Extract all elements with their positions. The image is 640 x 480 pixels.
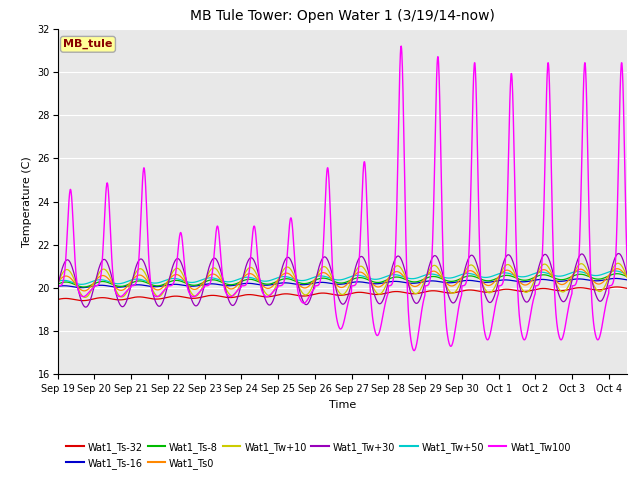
Line: Wat1_Tw+50: Wat1_Tw+50 xyxy=(58,271,627,284)
Wat1_Ts0 xyxy=(316,271,324,277)
Title: MB Tule Tower: Open Water 1 (3/19/14-now): MB Tule Tower: Open Water 1 (3/19/14-now… xyxy=(190,10,495,24)
Wat1_Ts-32 xyxy=(623,286,631,291)
Wat1_Ts0 xyxy=(331,280,339,286)
Wat1_Ts-16 xyxy=(331,281,339,287)
Wat1_Tw+50 xyxy=(502,270,510,276)
Wat1_Ts-8 xyxy=(613,271,621,276)
Wat1_Tw+50 xyxy=(54,278,61,284)
Wat1_Tw100 xyxy=(83,292,90,298)
Wat1_Ts0 xyxy=(54,280,61,286)
Wat1_Ts0 xyxy=(502,267,510,273)
Wat1_Ts-16 xyxy=(612,276,620,281)
Wat1_Ts-32 xyxy=(613,284,621,290)
Wat1_Tw+10 xyxy=(81,295,89,300)
Wat1_Ts-8 xyxy=(331,279,339,285)
Line: Wat1_Tw100: Wat1_Tw100 xyxy=(58,46,627,350)
Wat1_Ts-16 xyxy=(607,276,614,282)
Wat1_Ts-8 xyxy=(54,281,61,287)
Wat1_Tw+10 xyxy=(316,267,324,273)
Line: Wat1_Tw+30: Wat1_Tw+30 xyxy=(58,253,627,307)
Wat1_Tw100 xyxy=(397,43,405,49)
Wat1_Ts-8 xyxy=(607,272,614,278)
Wat1_Ts-8 xyxy=(316,276,324,281)
Line: Wat1_Tw+10: Wat1_Tw+10 xyxy=(58,263,627,298)
Wat1_Ts-32 xyxy=(54,297,61,302)
Wat1_Tw+10 xyxy=(607,270,614,276)
Line: Wat1_Ts0: Wat1_Ts0 xyxy=(58,269,627,291)
Wat1_Ts-16 xyxy=(83,284,91,290)
Wat1_Tw+30 xyxy=(82,304,90,310)
Wat1_Ts0 xyxy=(623,275,631,280)
Wat1_Ts0 xyxy=(607,270,615,276)
Wat1_Tw+10 xyxy=(54,281,61,287)
Wat1_Tw100 xyxy=(503,226,511,231)
Wat1_Tw+10 xyxy=(614,260,622,266)
Wat1_Tw100 xyxy=(607,283,615,288)
Wat1_Ts-32 xyxy=(79,298,87,303)
Wat1_Tw100 xyxy=(607,283,615,288)
Wat1_Tw100 xyxy=(331,299,339,305)
Wat1_Tw100 xyxy=(54,283,61,288)
Wat1_Tw100 xyxy=(623,266,631,272)
X-axis label: Time: Time xyxy=(329,400,356,409)
Wat1_Ts-8 xyxy=(623,274,631,279)
Wat1_Ts-8 xyxy=(502,273,510,278)
Wat1_Tw+30 xyxy=(623,272,631,278)
Wat1_Ts-8 xyxy=(80,284,88,290)
Wat1_Tw+30 xyxy=(615,251,623,256)
Legend: Wat1_Ts-32, Wat1_Ts-16, Wat1_Ts-8, Wat1_Ts0, Wat1_Tw+10, Wat1_Tw+30, Wat1_Tw+50,: Wat1_Ts-32, Wat1_Ts-16, Wat1_Ts-8, Wat1_… xyxy=(63,438,575,472)
Y-axis label: Temperature (C): Temperature (C) xyxy=(22,156,32,247)
Wat1_Tw+30 xyxy=(331,282,339,288)
Text: MB_tule: MB_tule xyxy=(63,39,113,49)
Wat1_Tw100 xyxy=(316,281,323,287)
Wat1_Tw+50 xyxy=(77,281,85,287)
Wat1_Tw+30 xyxy=(83,304,91,310)
Wat1_Ts-32 xyxy=(607,285,615,290)
Line: Wat1_Ts-16: Wat1_Ts-16 xyxy=(58,278,627,288)
Line: Wat1_Ts-8: Wat1_Ts-8 xyxy=(58,274,627,287)
Wat1_Ts-16 xyxy=(316,279,324,285)
Wat1_Ts-16 xyxy=(54,284,61,289)
Wat1_Tw+30 xyxy=(54,283,61,289)
Wat1_Tw+30 xyxy=(607,269,614,275)
Wat1_Tw+10 xyxy=(502,262,510,268)
Wat1_Ts-32 xyxy=(316,290,324,296)
Wat1_Tw+50 xyxy=(83,280,91,286)
Wat1_Tw+30 xyxy=(502,253,510,259)
Wat1_Ts-32 xyxy=(607,285,614,290)
Line: Wat1_Ts-32: Wat1_Ts-32 xyxy=(58,287,627,300)
Wat1_Tw+30 xyxy=(607,268,615,274)
Wat1_Ts-16 xyxy=(78,285,86,290)
Wat1_Ts0 xyxy=(80,288,88,294)
Wat1_Ts0 xyxy=(83,287,91,293)
Wat1_Ts-16 xyxy=(607,276,615,282)
Wat1_Tw+50 xyxy=(611,268,618,274)
Wat1_Tw+10 xyxy=(623,274,631,280)
Wat1_Tw+10 xyxy=(331,282,339,288)
Wat1_Tw+50 xyxy=(623,271,631,277)
Wat1_Tw+10 xyxy=(607,269,615,275)
Wat1_Tw+10 xyxy=(83,294,91,300)
Wat1_Ts0 xyxy=(613,266,621,272)
Wat1_Tw+30 xyxy=(316,262,324,267)
Wat1_Tw+50 xyxy=(331,276,339,282)
Wat1_Ts-8 xyxy=(83,284,91,289)
Wat1_Ts-32 xyxy=(83,298,91,303)
Wat1_Tw+50 xyxy=(607,268,615,274)
Wat1_Tw+50 xyxy=(607,269,614,275)
Wat1_Ts-32 xyxy=(331,292,339,298)
Wat1_Ts0 xyxy=(607,270,614,276)
Wat1_Ts-16 xyxy=(623,277,631,283)
Wat1_Tw+50 xyxy=(316,273,324,279)
Wat1_Tw100 xyxy=(410,348,418,353)
Wat1_Ts-32 xyxy=(502,287,510,292)
Wat1_Ts-8 xyxy=(607,272,615,278)
Wat1_Ts-16 xyxy=(502,277,510,283)
